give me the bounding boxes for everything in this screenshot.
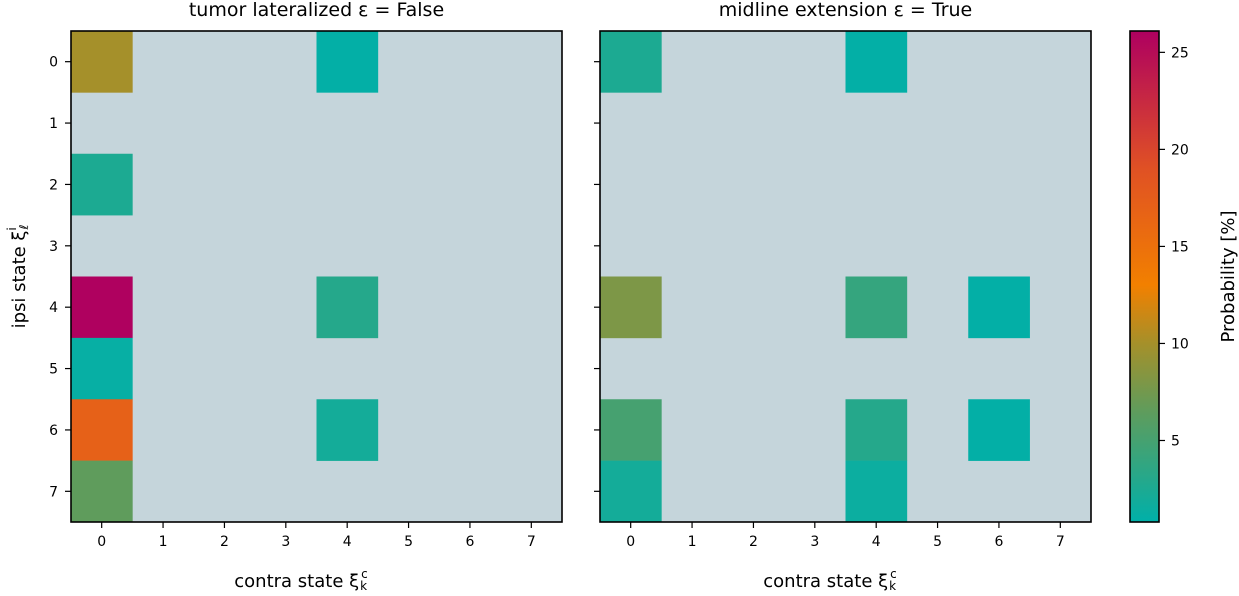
heatmap-panel-lateralized: 0 1 2 3 4 5 6 7 0 1 2 3 4 5 6 7 tumor lateralized ε = … (5, 0, 563, 593)
heatmap-cell-ipsi0-contra4 (845, 31, 908, 93)
heatmap-panel-midline: 0 1 2 3 4 5 6 7 midline extension ε = True cont… (594, 0, 1092, 593)
heatmap-cell-ipsi2-contra0 (71, 153, 133, 216)
x-axis-ticks: 0 1 2 3 4 5 6 7 (97, 522, 536, 550)
heatmap-cell-ipsi4-contra0 (71, 276, 133, 339)
y-tick-label: 7 (49, 484, 58, 500)
colorbar-label: Probability [%] (1218, 210, 1239, 342)
colorbar-gradient (1130, 31, 1159, 522)
heatmap-cell-ipsi7-contra0 (71, 460, 133, 523)
plot-frame (599, 30, 1092, 523)
x-axis-label-text: contra state ξ (234, 571, 359, 592)
x-axis-ticks: 0 1 2 3 4 5 6 7 (626, 522, 1065, 550)
x-tick-label: 0 (97, 534, 106, 550)
y-tick-label: 4 (49, 300, 58, 316)
colorbar-tick-label: 10 (1171, 336, 1189, 352)
y-axis-ticks: 0 1 2 3 4 5 6 7 (49, 55, 71, 500)
colorbar-tick-label: 5 (1171, 433, 1180, 449)
x-tick-label: 3 (281, 534, 290, 550)
heatmap-cell-ipsi4-contra6 (968, 276, 1030, 339)
heatmap-cell-ipsi4-contra0 (600, 276, 662, 339)
x-axis-label-sub: k (360, 579, 367, 593)
x-tick-label: 1 (688, 534, 697, 550)
y-tick-label: 5 (49, 362, 58, 378)
x-tick-label: 5 (404, 534, 413, 550)
y-axis-ticks (594, 61, 600, 492)
heatmap-cell-ipsi0-contra4 (316, 31, 379, 93)
x-axis-label-text: contra state ξ (763, 571, 888, 592)
colorbar-tick-label: 15 (1171, 239, 1189, 255)
y-tick-label: 6 (49, 423, 58, 439)
colorbar: 5 10 15 20 25 Probability [%] (1129, 30, 1239, 523)
heatmap-cell-ipsi7-contra4 (845, 460, 908, 523)
heatmap-cell-ipsi7-contra0 (600, 460, 662, 523)
x-tick-label: 6 (465, 534, 474, 550)
x-tick-label: 5 (933, 534, 942, 550)
x-tick-label: 0 (626, 534, 635, 550)
heatmap-cells (600, 31, 1030, 523)
heatmap-cell-ipsi6-contra4 (845, 399, 908, 461)
heatmap-cell-ipsi0-contra0 (600, 31, 662, 93)
heatmap-cell-ipsi0-contra0 (71, 31, 133, 93)
heatmap-cell-ipsi6-contra0 (600, 399, 662, 461)
heatmap-cells (71, 31, 379, 523)
x-tick-label: 2 (220, 534, 229, 550)
heatmap-cell-ipsi5-contra0 (71, 337, 133, 400)
x-tick-label: 2 (749, 534, 758, 550)
x-tick-label: 6 (994, 534, 1003, 550)
plot-frame (70, 30, 563, 523)
heatmap-cell-ipsi4-contra4 (316, 276, 379, 339)
x-tick-label: 1 (159, 534, 168, 550)
panel-title: tumor lateralized ε = False (189, 0, 444, 21)
y-tick-label: 3 (49, 239, 58, 255)
y-axis-label-sup: i (5, 227, 19, 230)
heatmap-cell-ipsi6-contra4 (316, 399, 379, 461)
panel-title: midline extension ε = True (719, 0, 972, 21)
x-tick-label: 7 (1056, 534, 1065, 550)
heatmap-cell-ipsi4-contra4 (845, 276, 908, 339)
x-axis-label-sub: k (889, 579, 896, 593)
y-axis-label-sub: ℓ (17, 225, 31, 231)
colorbar-ticks: 5 10 15 20 25 (1159, 45, 1189, 449)
x-tick-label: 4 (343, 534, 352, 550)
x-tick-label: 3 (810, 534, 819, 550)
y-axis-label: ipsi state ξℓi (5, 225, 31, 329)
y-tick-label: 2 (49, 177, 58, 193)
x-axis-label: contra state ξkc (234, 567, 367, 593)
heatmap-cell-ipsi6-contra6 (968, 399, 1030, 461)
x-axis-label-sup: c (890, 567, 897, 581)
x-axis-label-sup: c (361, 567, 368, 581)
colorbar-frame (1129, 30, 1160, 523)
colorbar-tick-label: 20 (1171, 142, 1189, 158)
heatmap-cell-ipsi6-contra0 (71, 399, 133, 461)
y-tick-label: 0 (49, 55, 58, 71)
x-axis-label: contra state ξkc (763, 567, 896, 593)
x-tick-label: 7 (527, 534, 536, 550)
x-tick-label: 4 (872, 534, 881, 550)
colorbar-tick-label: 25 (1171, 45, 1189, 61)
y-axis-label-text: ipsi state ξ (9, 231, 30, 329)
y-tick-label: 1 (49, 116, 58, 132)
